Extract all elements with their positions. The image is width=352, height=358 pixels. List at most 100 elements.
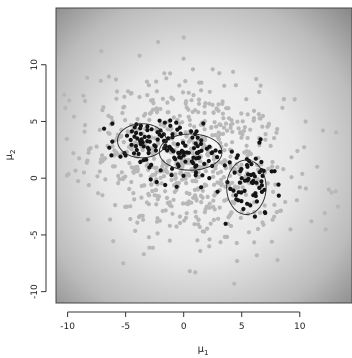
- light-point: [258, 116, 263, 121]
- light-point: [164, 195, 170, 201]
- light-point: [135, 117, 140, 122]
- light-point: [272, 136, 277, 141]
- light-point: [150, 245, 155, 250]
- dark-point: [165, 148, 170, 153]
- light-point: [255, 177, 260, 182]
- dark-point: [195, 135, 200, 140]
- dark-point: [245, 201, 250, 206]
- light-point: [186, 107, 191, 112]
- light-point: [202, 104, 207, 109]
- light-point: [315, 164, 320, 169]
- dark-point: [223, 221, 228, 226]
- light-point: [269, 239, 274, 244]
- dark-point: [102, 126, 107, 131]
- light-point: [238, 215, 243, 220]
- light-point: [194, 196, 199, 201]
- light-point: [281, 167, 286, 172]
- light-point: [239, 135, 244, 140]
- dark-point: [149, 162, 154, 167]
- dark-point: [244, 163, 250, 168]
- dark-point: [153, 144, 158, 149]
- light-point: [155, 231, 160, 236]
- dark-point: [257, 170, 262, 175]
- light-point: [230, 129, 235, 134]
- light-point: [218, 240, 223, 245]
- light-point: [88, 146, 93, 151]
- light-point: [143, 111, 148, 116]
- dark-point: [193, 141, 198, 146]
- dark-point: [109, 153, 114, 158]
- light-point: [147, 245, 152, 250]
- dark-point: [199, 138, 204, 143]
- light-point: [85, 217, 91, 222]
- light-point: [118, 134, 123, 139]
- x-tick-label: -10: [60, 322, 75, 332]
- light-point: [266, 166, 271, 171]
- dark-point: [134, 147, 139, 153]
- light-point: [226, 106, 231, 111]
- light-point: [111, 239, 116, 244]
- dark-point: [158, 168, 163, 173]
- light-point: [73, 168, 78, 173]
- light-point: [152, 156, 157, 161]
- light-point: [86, 183, 91, 188]
- light-point: [215, 180, 220, 185]
- light-point: [212, 182, 217, 187]
- dark-point: [131, 151, 137, 156]
- light-point: [124, 204, 129, 209]
- light-point: [211, 174, 216, 179]
- dark-point: [215, 189, 220, 194]
- dark-point: [175, 162, 180, 167]
- dark-point: [259, 159, 264, 165]
- light-point: [220, 99, 225, 104]
- light-point: [187, 269, 192, 274]
- light-point: [203, 101, 208, 106]
- light-point: [240, 119, 245, 124]
- light-point: [223, 121, 229, 126]
- dark-point: [235, 153, 240, 158]
- light-point: [192, 222, 197, 227]
- light-point: [193, 270, 198, 275]
- light-point: [273, 182, 278, 187]
- dark-point: [210, 150, 215, 155]
- light-point: [302, 145, 307, 150]
- light-point: [275, 257, 280, 263]
- light-point: [211, 157, 216, 162]
- light-point: [158, 122, 163, 127]
- dark-point: [155, 137, 160, 142]
- light-point: [146, 235, 151, 240]
- light-point: [295, 148, 300, 154]
- light-point: [85, 158, 90, 163]
- dark-point: [253, 156, 258, 161]
- light-point: [112, 164, 117, 169]
- light-point: [222, 83, 227, 88]
- dark-point: [269, 169, 274, 174]
- dark-point: [181, 153, 186, 158]
- light-point: [170, 211, 175, 216]
- dark-point: [199, 148, 204, 153]
- light-point: [263, 137, 268, 142]
- dark-point: [190, 135, 195, 140]
- dark-point: [162, 120, 167, 125]
- light-point: [138, 173, 143, 178]
- light-point: [181, 56, 186, 61]
- light-point: [196, 174, 202, 179]
- dark-point: [170, 148, 175, 153]
- light-point: [180, 201, 186, 206]
- light-point: [82, 98, 88, 104]
- light-point: [222, 158, 227, 163]
- light-point: [252, 240, 257, 245]
- light-point: [245, 135, 250, 141]
- light-point: [326, 187, 331, 192]
- light-point: [228, 122, 233, 127]
- dark-point: [175, 127, 180, 132]
- light-point: [94, 144, 99, 149]
- light-point: [202, 210, 207, 215]
- y-tick-label: 5: [30, 119, 40, 125]
- light-point: [203, 169, 208, 174]
- light-point: [207, 101, 212, 106]
- light-point: [234, 185, 239, 190]
- light-point: [116, 181, 121, 186]
- dark-point: [129, 142, 134, 147]
- light-point: [121, 175, 126, 181]
